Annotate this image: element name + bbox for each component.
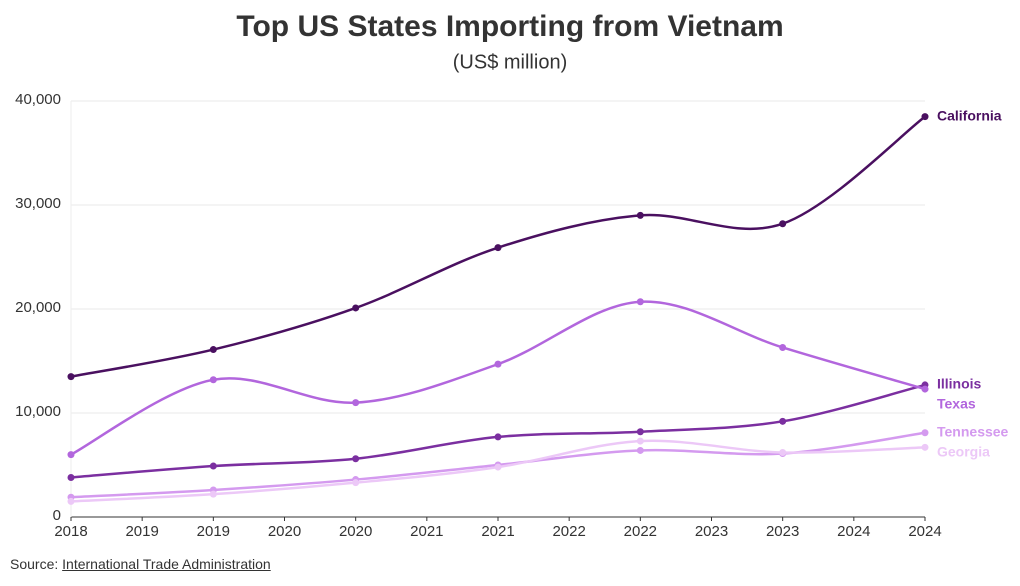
- x-tick-label: 2022: [552, 523, 585, 540]
- x-tick-label: 2021: [410, 523, 443, 540]
- point: [921, 385, 929, 393]
- point: [494, 433, 502, 441]
- x-tick-label: 2020: [268, 523, 301, 540]
- x-tick-label: 2023: [766, 523, 799, 540]
- x-tick-label: 2019: [125, 523, 158, 540]
- x-tick-label: 2024: [908, 523, 941, 540]
- point: [494, 360, 502, 368]
- point: [779, 220, 787, 228]
- point: [921, 429, 929, 437]
- point: [209, 346, 217, 354]
- point: [921, 113, 929, 121]
- x-tick-label: 2019: [197, 523, 230, 540]
- y-tick-label: 30,000: [15, 195, 61, 212]
- chart-subtitle: (US$ million): [453, 51, 567, 73]
- point: [494, 244, 502, 252]
- chart-title: Top US States Importing from Vietnam: [236, 10, 783, 43]
- point: [636, 437, 644, 445]
- point: [67, 451, 75, 459]
- x-tick-label: 2023: [695, 523, 728, 540]
- y-tick-label: 40,000: [15, 91, 61, 108]
- point: [67, 473, 75, 481]
- point: [352, 304, 360, 312]
- point: [921, 443, 929, 451]
- point: [636, 446, 644, 454]
- point: [209, 376, 217, 384]
- line: [70, 300, 926, 456]
- point: [352, 399, 360, 407]
- point: [67, 373, 75, 381]
- point: [779, 417, 787, 425]
- point: [779, 449, 787, 457]
- series-label: Illinois: [937, 376, 982, 392]
- point: [352, 479, 360, 487]
- point: [779, 343, 787, 351]
- y-tick-label: 0: [53, 507, 61, 524]
- chart: Top US States Importing from Vietnam (US…: [15, 10, 1009, 540]
- x-tick-label: 2021: [481, 523, 514, 540]
- point: [352, 455, 360, 463]
- series-label: California: [937, 107, 1002, 123]
- y-tick-label: 10,000: [15, 403, 61, 420]
- point: [636, 428, 644, 436]
- point: [67, 497, 75, 505]
- point: [209, 490, 217, 498]
- point: [494, 463, 502, 471]
- source: Source: International Trade Administrati…: [10, 556, 271, 572]
- y-tick-label: 20,000: [15, 299, 61, 316]
- x-tick-label: 2022: [624, 523, 657, 540]
- point: [636, 298, 644, 306]
- source-link[interactable]: International Trade Administration: [62, 556, 271, 572]
- series-label: Texas: [937, 396, 976, 412]
- point: [209, 462, 217, 470]
- x-tick-label: 2018: [54, 523, 87, 540]
- series-label: Tennessee: [937, 423, 1009, 439]
- source-label: Source:: [10, 556, 59, 572]
- x-tick-label: 2024: [837, 523, 870, 540]
- point: [636, 211, 644, 219]
- x-tick-label: 2020: [339, 523, 372, 540]
- series-label: Georgia: [937, 443, 990, 459]
- line: [70, 439, 926, 503]
